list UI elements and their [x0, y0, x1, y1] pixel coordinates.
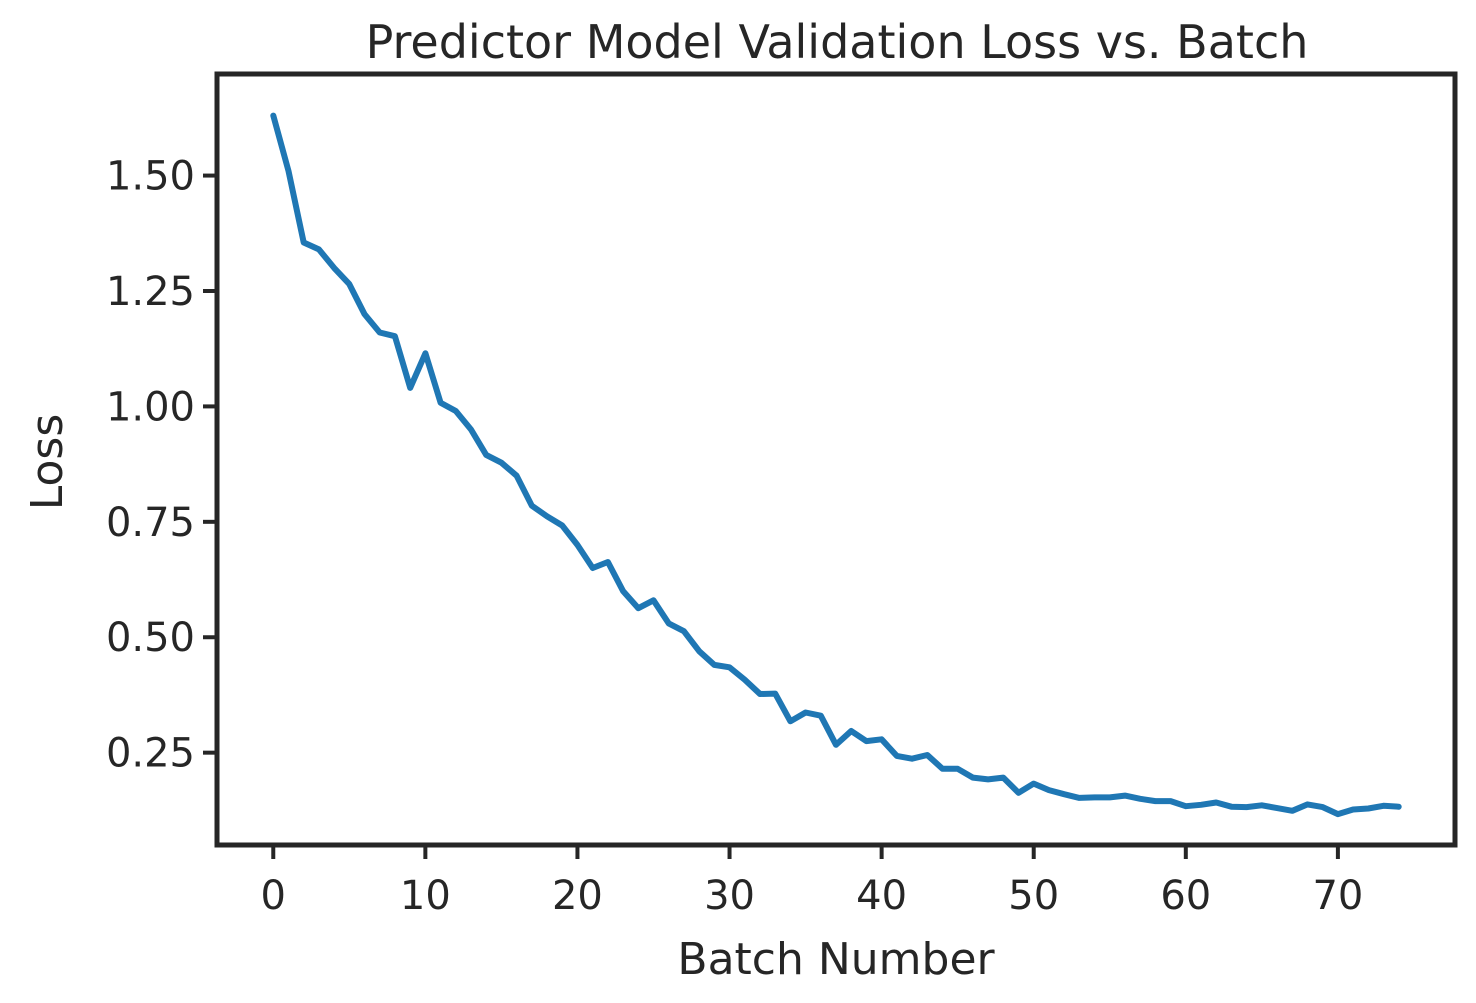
- x-axis-ticks: 0 10 20 30 40 50 60 70: [261, 845, 1363, 919]
- y-axis-ticks: 0.25 0.50 0.75 1.00 1.25 1.50: [106, 154, 217, 777]
- x-tick-label: 50: [1008, 873, 1059, 919]
- y-tick-label: 0.75: [106, 500, 195, 546]
- series-line-loss: [270, 112, 1402, 818]
- plot-frame: [214, 71, 1458, 848]
- x-tick-label: 0: [261, 873, 286, 919]
- chart-title: Predictor Model Validation Loss vs. Batc…: [366, 15, 1309, 69]
- x-tick-label: 20: [552, 873, 603, 919]
- x-tick-label: 40: [856, 873, 907, 919]
- y-tick-label: 1.25: [106, 269, 195, 315]
- x-tick-label: 70: [1312, 873, 1363, 919]
- x-tick-label: 10: [400, 873, 451, 919]
- y-tick-label: 1.50: [106, 154, 195, 200]
- y-tick-label: 0.50: [106, 615, 195, 661]
- series-group: [270, 112, 1402, 818]
- y-tick-label: 1.00: [106, 384, 195, 430]
- y-axis-label: Loss: [22, 414, 73, 511]
- x-tick-label: 30: [704, 873, 755, 919]
- x-axis-label: Batch Number: [677, 934, 995, 985]
- y-tick-label: 0.25: [106, 731, 195, 777]
- x-tick-label: 60: [1160, 873, 1211, 919]
